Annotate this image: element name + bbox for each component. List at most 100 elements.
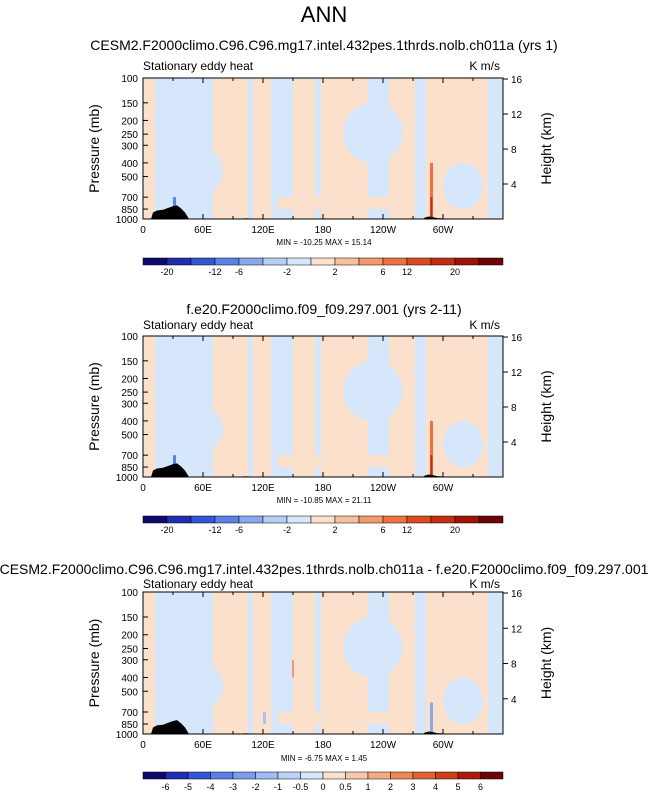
warm-region xyxy=(143,336,155,477)
height-tick-label: 12 xyxy=(511,110,523,121)
colorbar-box xyxy=(322,771,346,780)
pressure-tick-label: 150 xyxy=(121,357,138,368)
colorbar-box xyxy=(358,515,384,524)
max-streak xyxy=(430,162,433,219)
colorbar-box xyxy=(238,257,264,266)
panel-subtitle-left: Stationary eddy heat xyxy=(143,59,254,73)
pressure-tick-label: 700 xyxy=(121,193,138,204)
cool-region xyxy=(343,102,403,163)
colorbar-label: 6 xyxy=(380,525,385,535)
colorbar-box xyxy=(454,515,480,524)
colorbar-label: 2 xyxy=(388,782,393,792)
lon-tick-label: 120W xyxy=(370,740,397,751)
colorbar-box xyxy=(406,515,432,524)
lon-tick-label: 60E xyxy=(194,483,212,494)
colorbar-box xyxy=(190,257,216,266)
lon-tick-label: 60E xyxy=(194,740,212,751)
pressure-tick-label: 500 xyxy=(121,687,138,698)
height-tick-label: 8 xyxy=(511,403,517,414)
cool-region xyxy=(443,420,483,468)
pressure-tick-label: 150 xyxy=(121,99,138,110)
warm-region xyxy=(253,78,271,219)
pressure-tick-label: 850 xyxy=(121,720,138,731)
colorbar-box xyxy=(406,257,432,266)
colorbar-box xyxy=(262,257,288,266)
colorbar-label: 2 xyxy=(332,267,337,277)
height-tick-label: 16 xyxy=(511,589,523,600)
y-axis-label: Pressure (mb) xyxy=(86,619,102,708)
colorbar-box xyxy=(210,771,234,780)
pressure-tick-label: 850 xyxy=(121,463,138,474)
panel-subtitle-right: K m/s xyxy=(469,577,500,591)
cool-region xyxy=(443,677,483,724)
colorbar-box xyxy=(367,771,391,780)
colorbar-box xyxy=(262,515,288,524)
min-streak xyxy=(430,702,433,734)
colorbar-label: 6 xyxy=(478,782,483,792)
colorbar-label: -12 xyxy=(208,525,221,535)
colorbar-label: 20 xyxy=(450,525,460,535)
height-tick-label: 8 xyxy=(511,145,517,156)
pressure-tick-label: 1000 xyxy=(116,730,139,741)
lon-tick-label: 0 xyxy=(140,740,146,751)
colorbar-label: -20 xyxy=(160,525,173,535)
terrain xyxy=(143,463,503,477)
pressure-tick-label: 400 xyxy=(121,417,138,428)
cool-region xyxy=(443,162,483,210)
pressure-tick-label: 200 xyxy=(121,374,138,385)
colorbar-box xyxy=(232,771,256,780)
colorbar-box xyxy=(334,515,360,524)
colorbar-label: -2 xyxy=(283,525,291,535)
colorbar-box xyxy=(358,257,384,266)
colorbar-box xyxy=(142,515,168,524)
colorbar-label: -2 xyxy=(251,782,259,792)
lon-tick-label: 180 xyxy=(315,483,332,494)
y-axis-label: Pressure (mb) xyxy=(86,362,102,451)
colorbar-box xyxy=(142,771,166,780)
pressure-tick-label: 850 xyxy=(121,205,138,216)
min-streak xyxy=(263,712,266,724)
warm-region xyxy=(293,78,315,219)
colorbar-box xyxy=(214,515,240,524)
panel-subtitle-right: K m/s xyxy=(469,59,500,73)
colorbar-label: 6 xyxy=(380,267,385,277)
lon-tick-label: 120E xyxy=(251,483,275,494)
colorbar-box xyxy=(412,771,436,780)
colorbar-label: -1 xyxy=(274,782,282,792)
height-tick-label: 4 xyxy=(511,180,517,191)
colorbar-label: -6 xyxy=(235,267,243,277)
colorbar-label: -6 xyxy=(161,782,169,792)
pressure-tick-label: 400 xyxy=(121,159,138,170)
panel-2: f.e20.F2000climo.f09_f09.297.001 (yrs 2-… xyxy=(86,301,554,535)
lon-tick-label: 120W xyxy=(370,225,397,236)
height-tick-label: 12 xyxy=(511,624,523,635)
pressure-tick-label: 100 xyxy=(121,74,138,85)
warm-region xyxy=(293,336,315,477)
colorbar-label: 5 xyxy=(455,782,460,792)
height-tick-label: 16 xyxy=(511,75,523,86)
warm-region xyxy=(278,712,398,724)
pressure-tick-label: 200 xyxy=(121,631,138,642)
panel-subtitle-left: Stationary eddy heat xyxy=(143,318,254,332)
pressure-tick-label: 250 xyxy=(121,645,138,656)
colorbar-box xyxy=(286,515,312,524)
colorbar-box xyxy=(390,771,414,780)
stats-label: MIN = -6.75 MAX = 1.45 xyxy=(281,754,368,763)
colorbar-box xyxy=(382,257,408,266)
panel-title: CESM2.F2000climo.C96.C96.mg17.intel.432p… xyxy=(90,37,557,53)
max-core xyxy=(430,455,433,477)
pressure-tick-label: 500 xyxy=(121,431,138,442)
panel-subtitle-right: K m/s xyxy=(469,318,500,332)
colorbar-label: 20 xyxy=(450,267,460,277)
lon-tick-label: 120E xyxy=(251,225,275,236)
pressure-tick-label: 250 xyxy=(121,388,138,399)
colorbar-box xyxy=(190,515,216,524)
lon-tick-label: 60W xyxy=(433,483,454,494)
colorbar-box xyxy=(478,515,504,524)
warm-region xyxy=(213,592,248,734)
colorbar-label: 12 xyxy=(402,525,412,535)
pressure-tick-label: 300 xyxy=(121,399,138,410)
stats-label: MIN = -10.85 MAX = 21.11 xyxy=(277,496,372,505)
colorbar-box xyxy=(334,257,360,266)
pressure-tick-label: 500 xyxy=(121,173,138,184)
